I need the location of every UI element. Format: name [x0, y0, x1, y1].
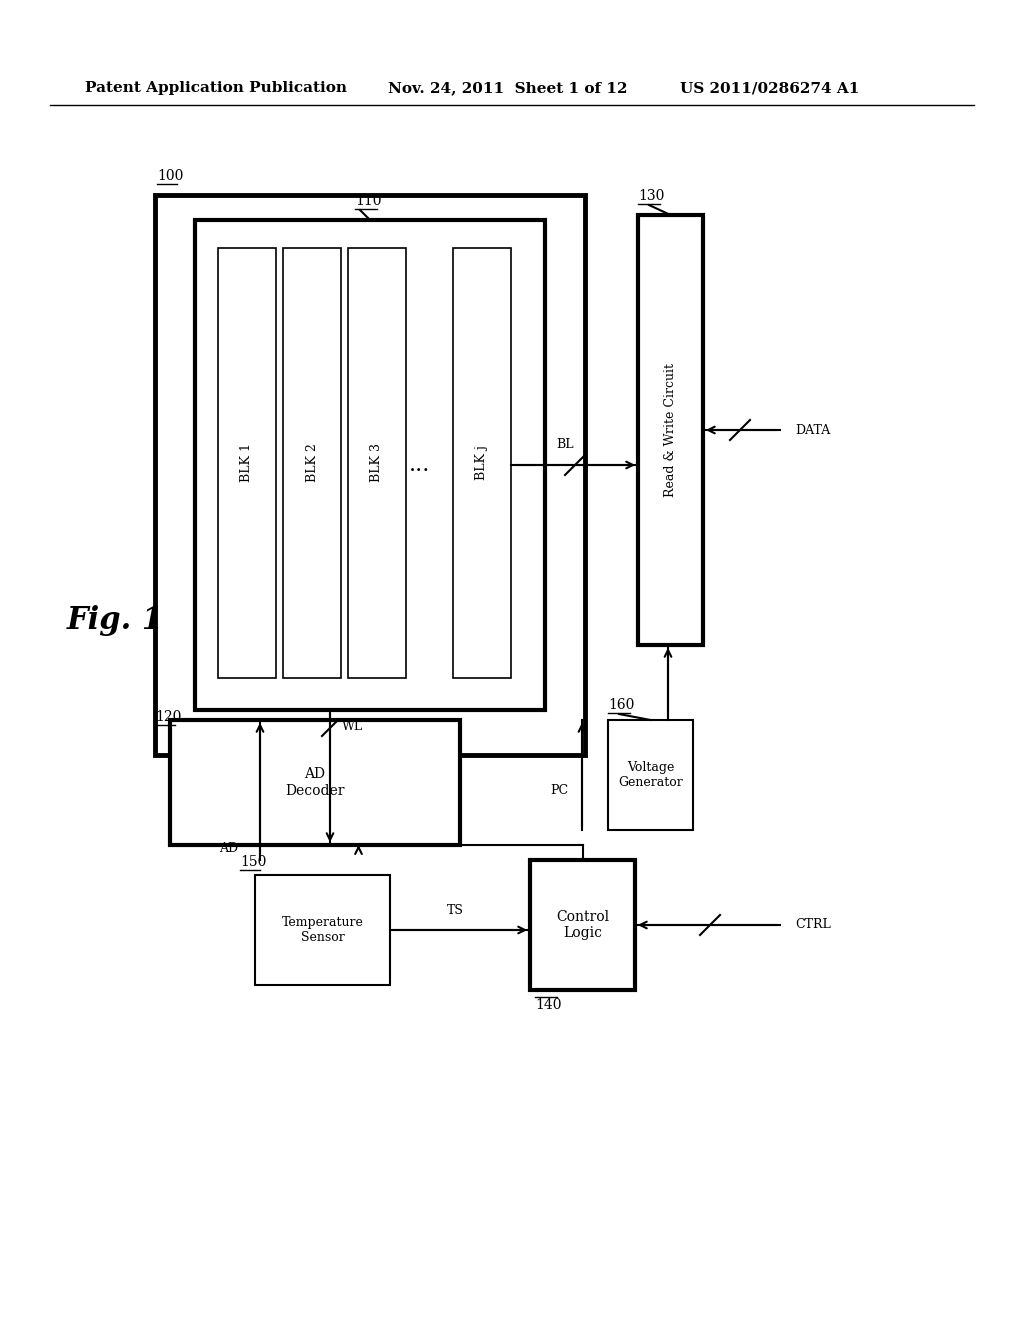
Text: Read & Write Circuit: Read & Write Circuit [664, 363, 677, 498]
Text: Fig. 1: Fig. 1 [67, 605, 164, 635]
Bar [170, 719, 460, 845]
Text: BLK 3: BLK 3 [371, 444, 384, 483]
Text: Patent Application Publication: Patent Application Publication [85, 81, 347, 95]
Text: Control
Logic: Control Logic [556, 909, 609, 940]
Text: 100: 100 [157, 169, 183, 183]
Bar [218, 248, 276, 678]
Text: US 2011/0286274 A1: US 2011/0286274 A1 [680, 81, 859, 95]
Text: CTRL: CTRL [795, 919, 830, 932]
Bar [255, 875, 390, 985]
Text: 120: 120 [155, 710, 181, 723]
Text: 110: 110 [355, 194, 382, 209]
Text: 150: 150 [240, 855, 266, 869]
Text: WL: WL [342, 719, 364, 733]
Text: ...: ... [410, 454, 431, 477]
Text: BLK 2: BLK 2 [305, 444, 318, 482]
Bar [195, 220, 545, 710]
Text: BLK 1: BLK 1 [241, 444, 254, 483]
Bar [530, 861, 635, 990]
Text: Temperature
Sensor: Temperature Sensor [282, 916, 364, 944]
Text: Voltage
Generator: Voltage Generator [618, 762, 683, 789]
Text: BL: BL [556, 438, 573, 451]
Text: Nov. 24, 2011  Sheet 1 of 12: Nov. 24, 2011 Sheet 1 of 12 [388, 81, 628, 95]
Text: PC: PC [550, 784, 568, 796]
Text: 140: 140 [535, 998, 561, 1012]
Text: AD
Decoder: AD Decoder [286, 767, 345, 797]
Text: 130: 130 [638, 189, 665, 203]
Text: 160: 160 [608, 698, 635, 711]
Text: DATA: DATA [795, 424, 830, 437]
Bar [283, 248, 341, 678]
Bar [155, 195, 585, 755]
Bar [453, 248, 511, 678]
Text: TS: TS [446, 904, 464, 917]
Bar [348, 248, 406, 678]
Text: BLK j: BLK j [475, 446, 488, 480]
Bar [638, 215, 703, 645]
Text: AD: AD [219, 842, 238, 855]
Bar [608, 719, 693, 830]
